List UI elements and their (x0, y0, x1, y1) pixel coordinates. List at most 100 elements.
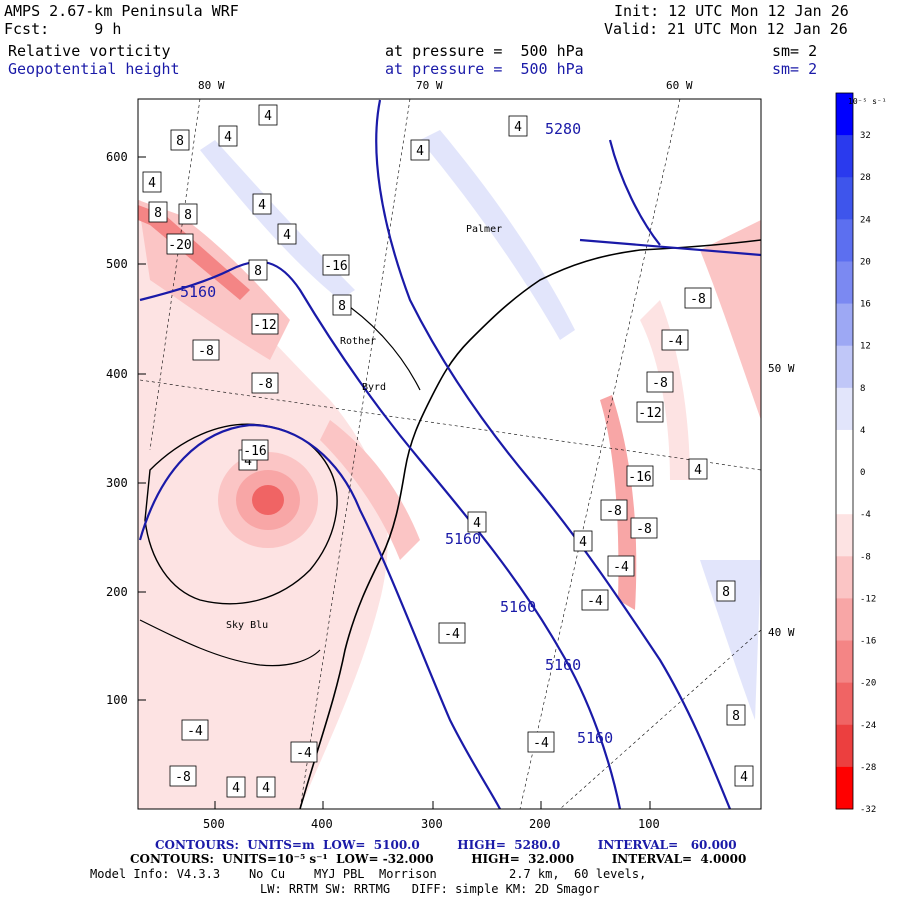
vorticity-label-box (438, 622, 466, 644)
colorbar-swatch (836, 766, 853, 810)
colorbar-label: 20 (860, 257, 871, 267)
vorticity-label: -4 (444, 627, 460, 642)
vorticity-label-box (248, 259, 268, 281)
vorticity-label: 4 (694, 463, 702, 478)
forecast-hour: Fcst: 9 h (4, 20, 122, 38)
x-tick-200: 200 (529, 817, 551, 831)
vorticity-label-box (527, 731, 555, 753)
colorbar-label: 12 (860, 342, 871, 352)
map-field-layer (138, 99, 761, 809)
height-contour-5280 (579, 238, 761, 257)
field1-level: at pressure = 500 hPa (385, 42, 584, 60)
colorbar-swatch (836, 598, 853, 642)
vorticity-label-box (726, 704, 746, 726)
pos-vorticity-band2 (420, 130, 575, 340)
colorbar-label: -32 (860, 805, 876, 815)
colorbar-label: -4 (860, 510, 871, 520)
vorticity-label-box (600, 499, 628, 521)
vorticity-label-box (148, 201, 168, 223)
height-label: 5280 (545, 120, 581, 138)
colorbar-label: 0 (860, 468, 865, 478)
colorbar-swatch (836, 640, 853, 684)
colorbar-swatch (836, 514, 853, 557)
colorbar-swatch (836, 345, 853, 389)
colorbar-label: 24 (860, 215, 871, 225)
vorticity-label-box (251, 372, 279, 394)
x-tick-300: 300 (421, 817, 443, 831)
vorticity-label: -16 (324, 259, 347, 274)
colorbar-label: -12 (860, 594, 876, 604)
colorbar-unit: 10⁻⁵ s⁻¹ (848, 97, 887, 106)
colorbar-swatch (836, 724, 853, 768)
x-tick-100: 100 (638, 817, 660, 831)
height-contour-north (608, 139, 661, 246)
pos-vorticity-se (700, 560, 761, 720)
place-byrd: Byrd (362, 382, 386, 393)
vorticity-label-box (626, 465, 654, 487)
vorticity-label-box (607, 555, 635, 577)
vorticity-label: -8 (690, 292, 706, 307)
vorticity-label: -4 (613, 560, 629, 575)
place-sky-blu: Sky Blu (226, 620, 268, 631)
vorticity-label-box (684, 287, 712, 309)
vorticity-label: -8 (257, 377, 273, 392)
vorticity-label-box (169, 765, 197, 787)
colorbar-swatch (836, 303, 853, 347)
height-label: 5160 (545, 656, 581, 674)
vorticity-label: 4 (473, 516, 481, 531)
vorticity-label-box (734, 765, 754, 787)
x-tick-400: 400 (311, 817, 333, 831)
vorticity-label-box (178, 203, 198, 225)
colorbar-swatch (836, 219, 853, 262)
height-label: 5160 (445, 530, 481, 548)
height-contour-5160b (138, 423, 501, 809)
vorticity-contour-info: CONTOURS: UNITS=10⁻⁵ s⁻¹ LOW= -32.000 HI… (130, 852, 747, 866)
coastline-west (139, 619, 321, 667)
y-tick-500: 500 (106, 257, 128, 271)
graticule-lat-1 (139, 379, 761, 471)
strong-neg-band (138, 205, 250, 300)
vorticity-label: -4 (187, 724, 203, 739)
vorticity-label: 4 (579, 535, 587, 550)
vorticity-label: 4 (232, 781, 240, 796)
colorbar-swatch (836, 472, 853, 515)
vorticity-label-box (688, 458, 708, 480)
vorticity-label-box (322, 254, 350, 276)
height-contour-5160a (139, 260, 622, 809)
vorticity-label: 8 (732, 709, 740, 724)
place-rother: Rother (340, 336, 376, 347)
vorticity-label-box (241, 439, 269, 461)
vorticity-label: -4 (667, 334, 683, 349)
vorticity-label: 8 (722, 585, 730, 600)
vorticity-label: 8 (154, 206, 162, 221)
field2-name: Geopotential height (8, 60, 180, 78)
vorticity-label-box (256, 776, 276, 798)
colorbar-label: 28 (860, 173, 871, 183)
vorticity-label: -16 (628, 470, 651, 485)
vorticity-label: -8 (636, 522, 652, 537)
colorbar-swatch (836, 387, 853, 431)
vorticity-label-box (166, 233, 194, 255)
y-axis: 600 500 400 300 200 100 (106, 150, 146, 707)
lon-label-50w: 50 W (768, 362, 795, 375)
height-contour-info: CONTOURS: UNITS=m LOW= 5100.0 HIGH= 5280… (155, 838, 737, 852)
vorticity-label-box (142, 171, 162, 193)
vorticity-label-box (277, 223, 297, 245)
colorbar-swatch (836, 261, 853, 305)
colorbar-swatch (836, 93, 853, 136)
colorbar-label: -16 (860, 637, 876, 647)
vorticity-label-box (218, 125, 238, 147)
colorbar-swatch (836, 429, 853, 473)
vorticity-label: 4 (244, 454, 252, 469)
neg-vorticity-lee (320, 420, 420, 560)
vorticity-label: 4 (262, 781, 270, 796)
vorticity-label-box (251, 313, 279, 335)
colorbar: 32 28 24 20 16 12 8 4 0 -4 -8 -12 -16 -20 -24 -28 -32 (835, 92, 876, 815)
peninsula-coastline (299, 239, 761, 809)
y-tick-600: 600 (106, 150, 128, 164)
init-time: Init: 12 UTC Mon 12 Jan 26 (614, 2, 849, 20)
vorticity-label: -8 (652, 376, 668, 391)
x-tick-500: 500 (203, 817, 225, 831)
